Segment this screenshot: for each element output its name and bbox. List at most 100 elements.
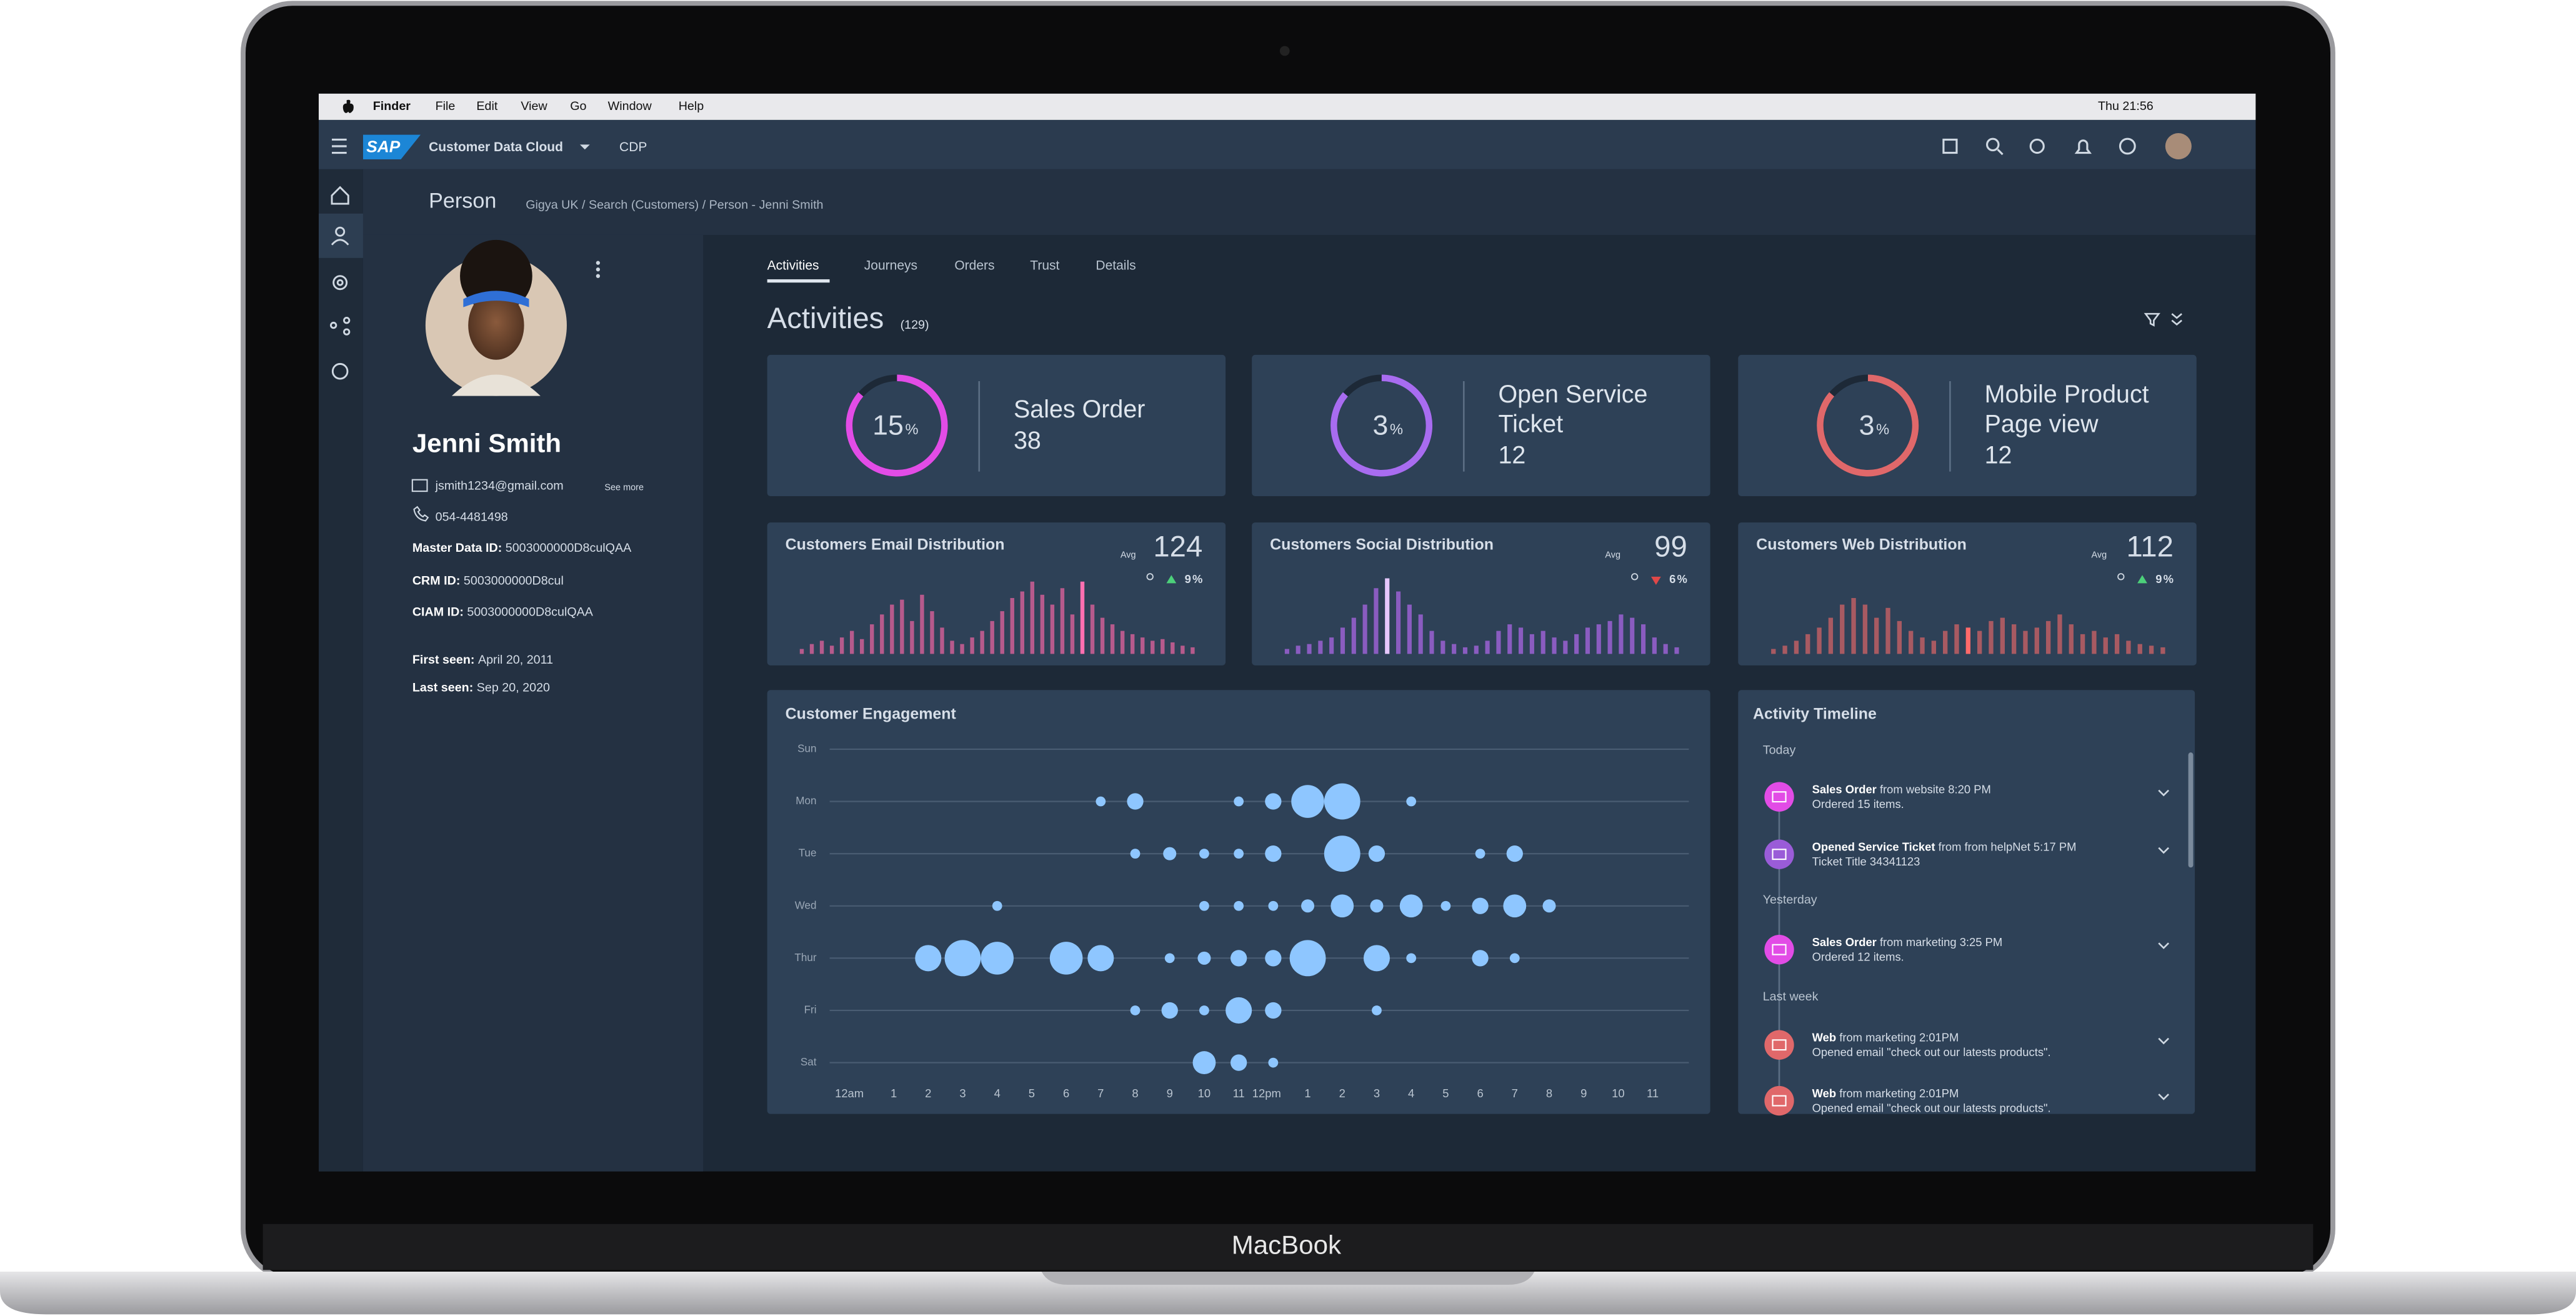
activity-detail: Ticket Title 34341123 [1812,855,1920,868]
bubble [1127,793,1144,810]
activity-detail: Ordered 15 items. [1812,797,1904,810]
kpi-unit: % [1390,422,1403,438]
camera [1279,46,1290,56]
hour-label: 1 [891,1087,897,1100]
avg-value: 112 [2127,531,2174,564]
bubble [1226,997,1252,1024]
dist-bar [2092,631,2097,654]
dist-bar [1161,639,1165,654]
menu-item[interactable]: Go [570,99,586,113]
dist-bar [849,631,854,654]
dist-bar [1909,631,1914,654]
day-label: Thur [794,952,816,964]
dist-bar [1329,637,1334,654]
dist-bar [829,646,834,654]
side-nav-icons[interactable] [329,186,351,380]
dist-bar [960,644,964,654]
product-name[interactable]: Customer Data Cloud [429,140,563,154]
card [767,354,1226,497]
dist-bar [1362,604,1367,654]
bubble [1440,900,1451,911]
dist-bar [1010,598,1014,654]
dist-bar [2160,647,2165,654]
filter-icons[interactable] [2144,312,2182,327]
notch [1041,1272,1535,1285]
dist-bar [1181,646,1185,654]
shell-icons [1942,137,2136,156]
expand-icon[interactable] [2158,847,2169,854]
tab[interactable]: Orders [954,258,994,272]
menu-item[interactable]: Edit [476,99,497,113]
activity-name: Opened Service Ticket [1812,840,1935,854]
hour-label: 12pm [1252,1087,1281,1100]
tab[interactable]: Details [1096,258,1136,272]
dist-bar [1630,617,1635,654]
bubble [1163,847,1177,860]
bubble [981,942,1014,975]
kpi-label: Mobile Product Page view [1984,381,2149,439]
menu-item[interactable]: File [436,99,456,113]
activity-title: Sales Order from website 8:20 PM [1812,783,1991,796]
see-more[interactable]: See more [604,483,644,493]
more-icon[interactable] [596,261,601,278]
profile-field: Master Data ID: 5003000000D8culQAA [412,541,632,555]
dist-bar [1496,631,1501,654]
dist-bar [1663,644,1668,654]
kpi-label: Open Service Ticket [1498,381,1648,439]
dist-bar [2114,634,2120,654]
card [1738,690,2195,1114]
dist-bar [2069,624,2074,654]
menu-item[interactable]: Finder [373,99,411,113]
change-unit: % [1192,572,1202,586]
tab[interactable]: Activities [767,258,819,272]
dist-bar [1954,624,1959,654]
user-avatar[interactable] [2165,132,2192,160]
expand-icon[interactable] [2158,789,2169,797]
dist-bar [1284,649,1289,654]
dist-bar [990,621,994,654]
activity-name: Sales Order [1812,935,1877,949]
dist-bar [1485,641,1490,654]
dist-bar [1080,581,1085,654]
dist-bar [1965,627,1970,654]
hour-label: 11 [1647,1087,1659,1100]
dist-bar [809,644,814,654]
bubble [1234,849,1244,859]
day-label: Mon [796,795,816,807]
dist-bar [1151,641,1155,654]
expand-icon[interactable] [2158,1094,2169,1100]
bubble [1130,849,1141,859]
dist-bar [1596,624,1601,654]
tab[interactable]: Journeys [864,258,917,272]
activity-meta: from marketing 2:01PM [1839,1087,1959,1100]
bubble [1503,894,1527,918]
section-count: (129) [901,318,929,332]
tab[interactable]: Trust [1030,258,1059,272]
dist-bar [1943,631,1948,654]
dist-bar [1020,591,1024,654]
dist-bar [1295,646,1300,654]
dist-bar [920,594,924,654]
change-unit: % [2164,572,2174,586]
kpi-text: Open Service Ticket 12 [1498,381,1648,470]
menu-item[interactable]: View [521,99,547,113]
hour-label: 4 [994,1087,1001,1100]
bubble [1268,900,1279,911]
hour-label: 9 [1167,1087,1173,1100]
dist-bar [980,631,984,654]
bubble [1130,1005,1141,1015]
dist-bar [1652,637,1657,654]
menu-item[interactable]: Help [679,99,704,113]
hour-label: 5 [1442,1087,1449,1100]
menu-item[interactable]: Window [608,99,652,113]
expand-icon[interactable] [2158,1037,2169,1045]
device-label: MacBook [1232,1230,1342,1260]
dist-bar [1874,617,1879,654]
dist-bar [1805,634,1810,654]
dist-bar [2057,614,2062,654]
avg-label: Avg [1605,550,1620,560]
bubble [1542,899,1556,913]
expand-icon[interactable] [2158,942,2169,949]
field-label: First seen: [412,653,475,667]
